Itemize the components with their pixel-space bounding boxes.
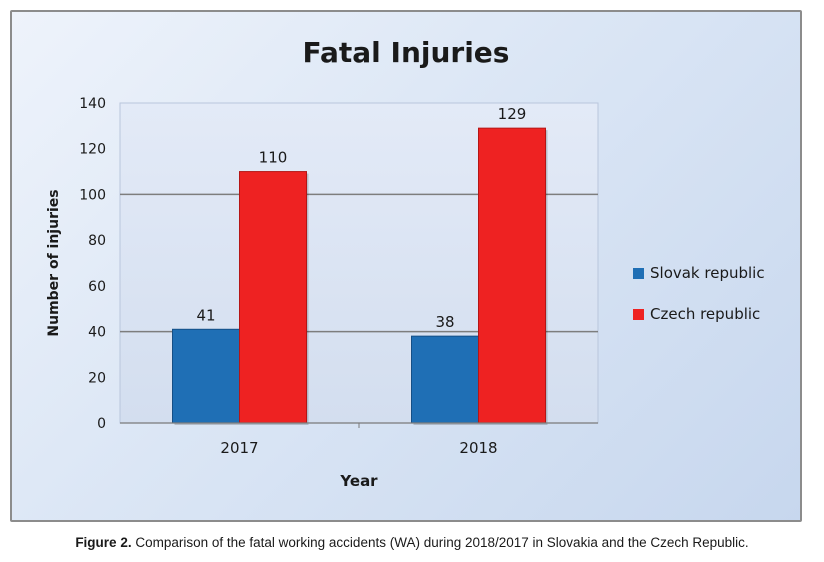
x-axis-label: Year xyxy=(339,472,378,490)
legend-label: Slovak republic xyxy=(650,264,765,282)
data-label: 38 xyxy=(435,313,454,331)
bar-slovak-republic-2018 xyxy=(411,335,479,424)
data-label: 110 xyxy=(259,149,288,167)
bars xyxy=(172,127,548,425)
x-axis-ticks: 2017 2018 xyxy=(220,439,497,457)
chart-title: Fatal Injuries xyxy=(303,36,510,69)
y-tick-label: 20 xyxy=(88,370,106,386)
legend-label: Czech republic xyxy=(650,305,760,323)
y-axis-ticks: 0 20 40 60 80 100 120 140 xyxy=(79,96,106,432)
y-tick-label: 140 xyxy=(79,96,106,112)
data-labels: 41 110 38 129 xyxy=(196,105,526,331)
data-label: 41 xyxy=(196,306,215,324)
bar-czech-republic-2017 xyxy=(239,171,307,424)
legend-swatch xyxy=(633,309,644,320)
y-tick-label: 40 xyxy=(88,325,106,341)
figure-caption: Figure 2. Comparison of the fatal workin… xyxy=(0,535,824,550)
caption-text: Comparison of the fatal working accident… xyxy=(131,535,749,550)
caption-label: Figure 2. xyxy=(75,535,132,550)
y-tick-label: 0 xyxy=(97,416,106,432)
y-axis-label: Number of injuries xyxy=(46,189,62,336)
y-tick-label: 60 xyxy=(88,279,106,295)
bar-czech-republic-2018 xyxy=(478,127,546,424)
legend: Slovak republic Czech republic xyxy=(633,264,765,323)
y-tick-label: 80 xyxy=(88,233,106,249)
x-tick-label: 2018 xyxy=(459,439,497,457)
x-tick-label: 2017 xyxy=(220,439,258,457)
y-tick-label: 100 xyxy=(79,187,106,203)
bar-chart: Fatal Injuries 0 20 40 60 80 100 120 140 41 110 3… xyxy=(46,36,765,490)
y-tick-label: 120 xyxy=(79,142,106,158)
legend-swatch xyxy=(633,268,644,279)
bar-slovak-republic-2017 xyxy=(172,328,240,424)
data-label: 129 xyxy=(498,105,527,123)
